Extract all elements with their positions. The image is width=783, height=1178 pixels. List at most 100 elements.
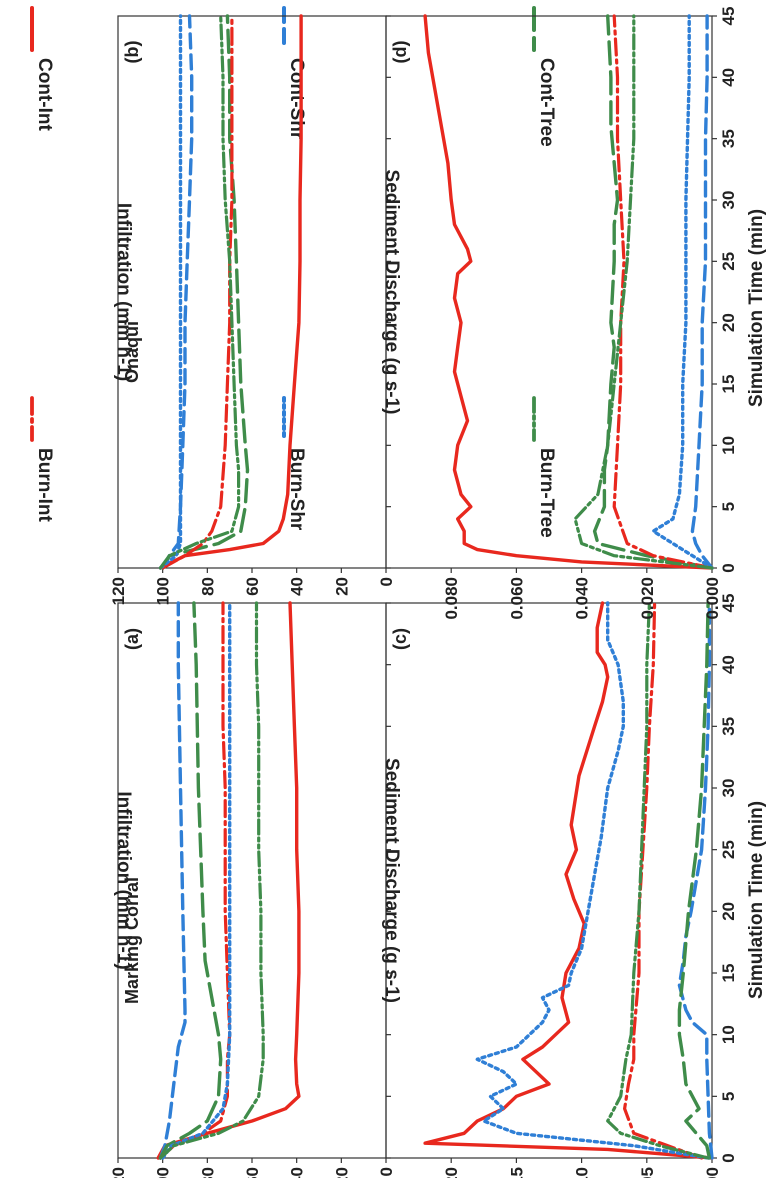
y-axis-title: Infiltration (mm h-1) bbox=[113, 203, 134, 381]
x-tick-label: 5 bbox=[719, 1092, 738, 1101]
panel-b: 0 20 40 60 80 100 120 Infiltration (mm h-1) (b) O… bbox=[109, 14, 396, 605]
panel-d: 0.000 0.020 0.040 0.060 0.080 0 5 10 15 20 25 30 35 4… bbox=[381, 7, 738, 620]
panel-label: (b) bbox=[122, 41, 142, 64]
x-tick-label: 10 bbox=[719, 1025, 738, 1044]
y-tick-label: 0.015 bbox=[507, 1167, 526, 1178]
series-line-burn-shr bbox=[158, 14, 183, 570]
series-line-cont-int bbox=[623, 601, 704, 1160]
x-axis-title-top: Simulation Time (min) bbox=[746, 209, 767, 407]
x-tick-label: 40 bbox=[719, 655, 738, 674]
y-tick-label: 40 bbox=[288, 1167, 307, 1178]
panel-c: 0.000 0.005 0.010 0.015 0.020 0 5 10 15 20 25 30 35 4… bbox=[381, 594, 738, 1178]
y-tick-label: 100 bbox=[154, 577, 173, 605]
y-tick-label: 0 bbox=[377, 1167, 396, 1176]
x-tick-label: 20 bbox=[719, 313, 738, 332]
x-tick-label: 0 bbox=[719, 563, 738, 572]
panel-a: 0 20 40 60 80 100 120 Infiltration (mm h-1) (a) M… bbox=[109, 601, 396, 1178]
x-tick-label: 30 bbox=[719, 191, 738, 210]
legend-label: Cont-Tree bbox=[536, 58, 557, 147]
x-axis-title-bottom: Simulation Time (min) bbox=[746, 801, 767, 999]
series-line-cont-shr bbox=[677, 601, 714, 1160]
y-tick-label: 100 bbox=[154, 1167, 173, 1178]
x-tick-label: 25 bbox=[719, 252, 738, 271]
legend-item-cont-shr: Cont-Shr bbox=[282, 6, 307, 140]
series-line-burn-tree bbox=[592, 14, 714, 570]
series-line-burn-tree bbox=[158, 14, 241, 570]
legend-label: Cont-Shr bbox=[286, 58, 307, 140]
x-tick-label: 40 bbox=[719, 68, 738, 87]
x-tick-label: 35 bbox=[719, 129, 738, 148]
series-line-cont-tree bbox=[158, 601, 265, 1160]
y-axis-title: Sediment Discharge (g s-1) bbox=[381, 170, 402, 415]
series-line-burn-shr bbox=[161, 14, 194, 570]
y-tick-label: 0.000 bbox=[703, 1167, 722, 1178]
y-tick-label: 0.040 bbox=[573, 577, 592, 620]
y-tick-label: 40 bbox=[288, 577, 307, 596]
x-tick-label: 15 bbox=[719, 375, 738, 394]
legend-label: Burn-Shr bbox=[286, 448, 307, 531]
site-label: Marking Corral bbox=[122, 877, 142, 1004]
legend-label: Cont-Int bbox=[34, 58, 55, 131]
legend-label: Burn-Int bbox=[34, 448, 55, 523]
plot-frame bbox=[117, 602, 387, 1159]
legend-item-burn-tree: Burn-Tree bbox=[532, 396, 557, 538]
panel-label: (c) bbox=[390, 628, 410, 650]
y-tick-label: 80 bbox=[198, 1167, 217, 1178]
x-tick-label: 20 bbox=[719, 902, 738, 921]
series-line-burn-int bbox=[612, 14, 714, 570]
panel-label: (d) bbox=[390, 41, 410, 64]
legend: Cont-Int Cont-Shr Cont-Tree Burn-Int Burn-Sh… bbox=[30, 6, 557, 538]
y-tick-label: 0 bbox=[377, 577, 396, 586]
y-tick-label: 60 bbox=[243, 577, 262, 596]
y-tick-label: 0.020 bbox=[638, 577, 657, 620]
legend-item-cont-tree: Cont-Tree bbox=[532, 6, 557, 147]
series-line-burn-tree bbox=[161, 14, 250, 570]
y-tick-label: 120 bbox=[109, 577, 128, 605]
plot-frame bbox=[117, 15, 387, 569]
y-tick-label: 0.020 bbox=[442, 1167, 461, 1178]
series-line-burn-shr bbox=[690, 14, 714, 570]
y-tick-label: 60 bbox=[243, 1167, 262, 1178]
series-line-cont-shr bbox=[161, 601, 232, 1160]
y-tick-label: 0.060 bbox=[507, 577, 526, 620]
series-line-burn-int bbox=[161, 14, 234, 570]
x-tick-label: 25 bbox=[719, 840, 738, 859]
series-line-burn-int bbox=[423, 14, 714, 570]
y-tick-label: 0.000 bbox=[703, 577, 722, 620]
plot-frame bbox=[385, 602, 713, 1159]
x-tick-label: 0 bbox=[719, 1153, 738, 1162]
y-tick-label: 20 bbox=[332, 1167, 351, 1178]
y-tick-label: 80 bbox=[198, 577, 217, 596]
series-line-burn-shr bbox=[651, 14, 714, 570]
y-tick-label: 0.080 bbox=[442, 577, 461, 620]
y-tick-label: 120 bbox=[109, 1167, 128, 1178]
series-line-cont-tree bbox=[158, 601, 223, 1160]
series-line-burn-tree bbox=[573, 14, 714, 570]
x-tick-label: 15 bbox=[719, 964, 738, 983]
legend-label: Burn-Tree bbox=[536, 448, 557, 538]
legend-item-burn-shr: Burn-Shr bbox=[282, 396, 307, 531]
legend-item-burn-int: Burn-Int bbox=[30, 396, 55, 523]
series-line-cont-tree bbox=[677, 601, 712, 1160]
x-tick-label: 5 bbox=[719, 502, 738, 511]
site-label: Onaqui bbox=[122, 321, 142, 383]
x-tick-label: 35 bbox=[719, 717, 738, 736]
x-tick-label: 10 bbox=[719, 436, 738, 455]
y-tick-label: 0.005 bbox=[638, 1167, 657, 1178]
x-tick-label: 45 bbox=[719, 7, 738, 26]
series-line-cont-int bbox=[423, 601, 714, 1160]
plot-frame bbox=[385, 15, 713, 569]
panel-label: (a) bbox=[122, 628, 142, 650]
series-line-burn-int bbox=[158, 14, 303, 570]
y-axis-title: Sediment Discharge (g s-1) bbox=[381, 758, 402, 1003]
y-tick-label: 0.010 bbox=[573, 1167, 592, 1178]
series-line-cont-shr bbox=[475, 601, 710, 1160]
series-line-cont-tree bbox=[606, 601, 710, 1160]
y-tick-label: 20 bbox=[332, 577, 351, 596]
series-line-cont-shr bbox=[158, 601, 187, 1160]
y-axis-title: Infiltration (mm h-1) bbox=[113, 791, 134, 969]
legend-item-cont-int: Cont-Int bbox=[30, 6, 55, 131]
x-tick-label: 30 bbox=[719, 779, 738, 798]
